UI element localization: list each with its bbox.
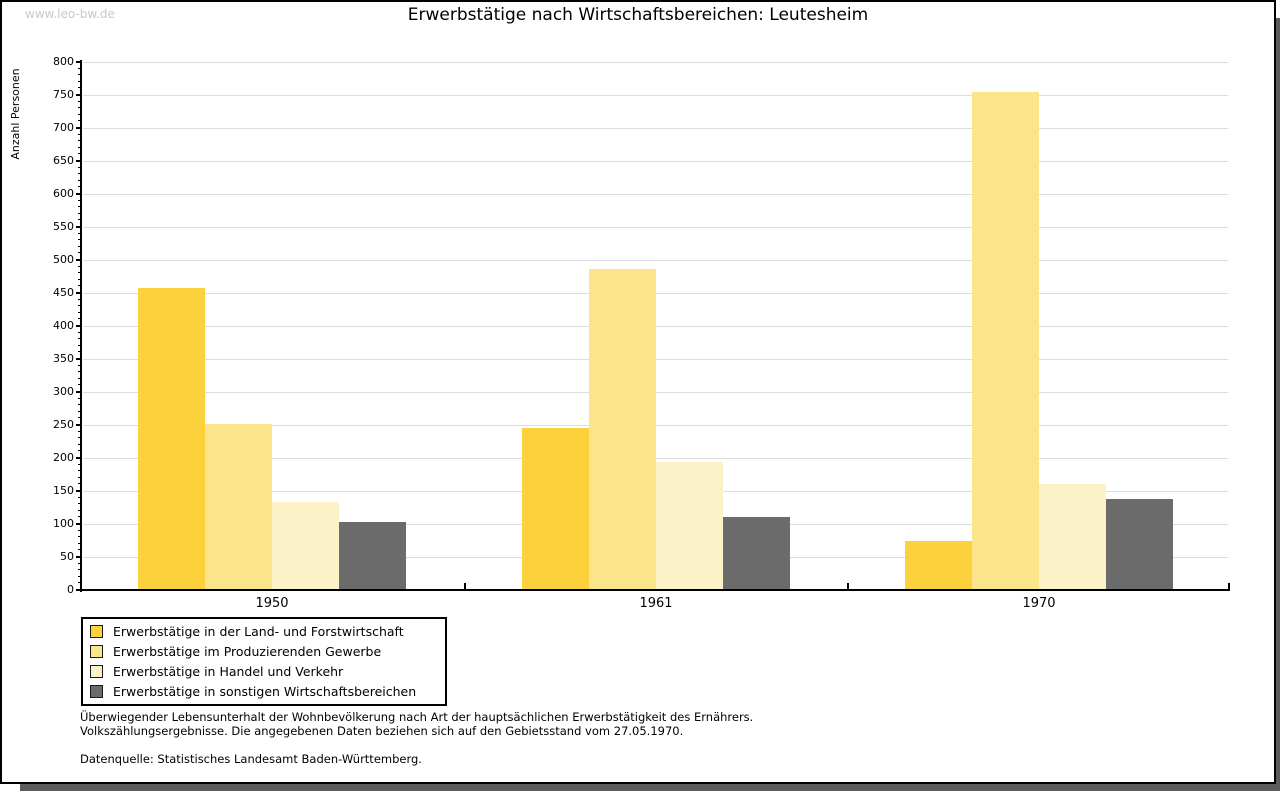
bar-1970-series1 (905, 541, 972, 591)
x-category-label-1961: 1961 (639, 596, 673, 611)
gridline-700 (83, 128, 1228, 129)
y-tick-label-750: 750 (53, 88, 74, 101)
y-tick-label-550: 550 (53, 220, 74, 233)
bar-1961-series2 (589, 269, 656, 590)
legend-label: Erwerbstätige in Handel und Verkehr (113, 663, 344, 679)
footer-notes: Überwiegender Lebensunterhalt der Wohnbe… (80, 710, 1254, 766)
y-major-tick-400 (76, 325, 82, 327)
y-axis-label: Anzahl Personen (9, 68, 22, 160)
x-tick-1 (464, 583, 466, 590)
y-major-tick-800 (76, 61, 82, 63)
bar-1970-series3 (1039, 484, 1106, 590)
y-tick-label-650: 650 (53, 154, 74, 167)
gridline-600 (83, 194, 1228, 195)
legend-label: Erwerbstätige in sonstigen Wirtschaftsbe… (113, 683, 417, 699)
y-major-tick-100 (76, 523, 82, 525)
gridline-800 (83, 62, 1228, 63)
x-tick-3 (1228, 583, 1230, 590)
y-tick-label-300: 300 (53, 385, 74, 398)
y-major-tick-50 (76, 556, 82, 558)
y-tick-label-0: 0 (67, 583, 74, 596)
legend-row-4: Erwerbstätige in sonstigen Wirtschaftsbe… (83, 681, 445, 701)
legend-swatch-icon (90, 684, 103, 698)
y-major-tick-250 (76, 424, 82, 426)
y-tick-label-100: 100 (53, 517, 74, 530)
y-tick-label-400: 400 (53, 319, 74, 332)
x-category-label-1970: 1970 (1022, 596, 1056, 611)
y-major-tick-650 (76, 160, 82, 162)
y-tick-label-450: 450 (53, 286, 74, 299)
y-tick-label-50: 50 (60, 550, 74, 563)
chart-title: Erwerbstätige nach Wirtschaftsbereichen:… (407, 5, 869, 25)
legend-swatch-icon (90, 664, 103, 678)
y-tick-label-250: 250 (53, 418, 74, 431)
bar-1961-series1 (522, 428, 589, 590)
bar-1950-series3 (272, 502, 339, 590)
y-major-tick-150 (76, 490, 82, 492)
bar-1950-series4 (339, 522, 406, 590)
gridline-550 (83, 227, 1228, 228)
bar-1961-series4 (723, 517, 790, 590)
y-major-tick-0 (76, 589, 82, 591)
y-tick-label-700: 700 (53, 121, 74, 134)
y-tick-label-600: 600 (53, 187, 74, 200)
y-axis-line (80, 60, 82, 592)
y-tick-label-800: 800 (53, 55, 74, 68)
legend-label: Erwerbstätige in der Land- und Forstwirt… (113, 623, 404, 639)
y-tick-label-350: 350 (53, 352, 74, 365)
y-tick-label-200: 200 (53, 451, 74, 464)
bar-1970-series2 (972, 92, 1039, 590)
footer-line-1: Überwiegender Lebensunterhalt der Wohnbe… (80, 710, 754, 724)
gridline-500 (83, 260, 1228, 261)
y-tick-label-150: 150 (53, 484, 74, 497)
y-major-tick-750 (76, 94, 82, 96)
bar-1970-series4 (1106, 499, 1173, 590)
y-major-tick-450 (76, 292, 82, 294)
legend-swatch-icon (90, 624, 103, 638)
bar-1950-series1 (138, 288, 205, 590)
legend-swatch-icon (90, 644, 103, 658)
legend-box: Erwerbstätige in der Land- und Forstwirt… (81, 617, 447, 706)
footer-source: Datenquelle: Statistisches Landesamt Bad… (80, 752, 422, 766)
y-major-tick-700 (76, 127, 82, 129)
bar-1950-series2 (205, 424, 272, 590)
y-major-tick-300 (76, 391, 82, 393)
x-category-label-1950: 1950 (255, 596, 289, 611)
y-major-tick-200 (76, 457, 82, 459)
legend-row-1: Erwerbstätige in der Land- und Forstwirt… (83, 621, 445, 641)
y-major-tick-600 (76, 193, 82, 195)
y-major-tick-500 (76, 259, 82, 261)
x-tick-2 (847, 583, 849, 590)
bar-1961-series3 (656, 462, 723, 590)
y-major-tick-350 (76, 358, 82, 360)
watermark: www.leo-bw.de (25, 7, 115, 21)
footer-line-2: Volkszählungsergebnisse. Die angegebenen… (80, 724, 684, 738)
y-tick-label-500: 500 (53, 253, 74, 266)
y-major-tick-550 (76, 226, 82, 228)
gridline-650 (83, 161, 1228, 162)
legend-row-3: Erwerbstätige in Handel und Verkehr (83, 661, 445, 681)
gridline-750 (83, 95, 1228, 96)
legend-label: Erwerbstätige im Produzierenden Gewerbe (113, 643, 382, 659)
legend-row-2: Erwerbstätige im Produzierenden Gewerbe (83, 641, 445, 661)
x-axis-line (80, 589, 1230, 591)
